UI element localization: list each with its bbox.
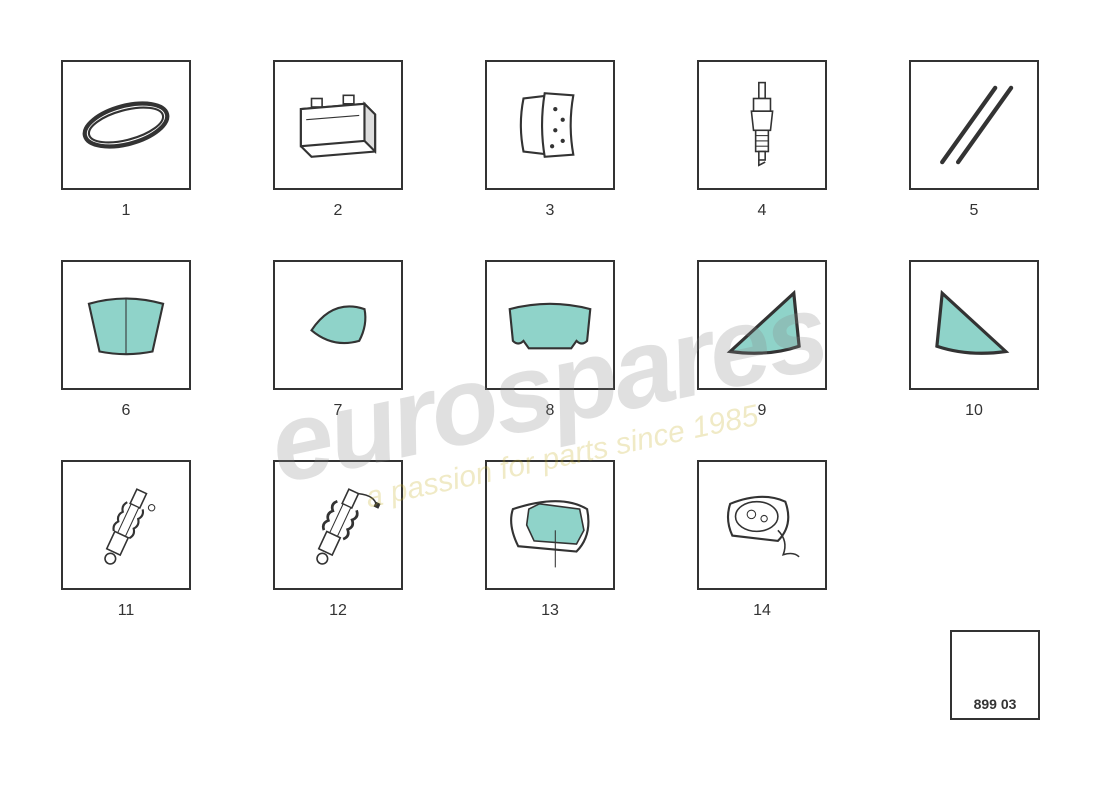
- drive-belt-icon: [73, 72, 179, 178]
- spark-plug-icon: [709, 72, 815, 178]
- part-cell-8: 8: [474, 260, 626, 420]
- part-cell-10: 10: [898, 260, 1050, 420]
- rear-glass-icon: [497, 272, 603, 378]
- door-glass-icon: [285, 272, 391, 378]
- part-wiper-blades: [909, 60, 1039, 190]
- part-quarter-glass-left: [909, 260, 1039, 390]
- part-cell-14: 14: [686, 460, 838, 620]
- part-label: 11: [118, 602, 135, 620]
- side-mirror-icon: [709, 472, 815, 578]
- part-label: 13: [541, 602, 559, 620]
- shock-rear-icon: [285, 472, 391, 578]
- part-cell-11: 11: [50, 460, 202, 620]
- shock-front-icon: [73, 472, 179, 578]
- part-cell-6: 6: [50, 260, 202, 420]
- part-spark-plug: [697, 60, 827, 190]
- part-label: 2: [334, 202, 343, 220]
- windshield-icon: [73, 272, 179, 378]
- part-side-mirror: [697, 460, 827, 590]
- part-label: 9: [758, 402, 767, 420]
- mirror-glass-icon: [497, 472, 603, 578]
- part-label: 12: [329, 602, 347, 620]
- part-door-glass: [273, 260, 403, 390]
- diagram-code: 899 03: [974, 696, 1017, 712]
- parts-grid: 1 2: [50, 60, 1050, 620]
- part-label: 3: [546, 202, 555, 220]
- part-cell-2: 2: [262, 60, 414, 220]
- part-label: 4: [758, 202, 767, 220]
- part-brake-pads: [485, 60, 615, 190]
- part-label: 10: [965, 402, 983, 420]
- wiper-blades-icon: [921, 72, 1027, 178]
- part-label: 1: [122, 202, 131, 220]
- part-windshield: [61, 260, 191, 390]
- part-cell-1: 1: [50, 60, 202, 220]
- part-quarter-glass-right: [697, 260, 827, 390]
- part-label: 14: [753, 602, 771, 620]
- part-cell-12: 12: [262, 460, 414, 620]
- brake-pads-icon: [497, 72, 603, 178]
- quarter-glass-right-icon: [709, 272, 815, 378]
- part-rear-glass: [485, 260, 615, 390]
- part-label: 6: [122, 402, 131, 420]
- part-cell-9: 9: [686, 260, 838, 420]
- diagram-code-box: 899 03: [950, 630, 1040, 720]
- part-mirror-glass: [485, 460, 615, 590]
- part-cell-4: 4: [686, 60, 838, 220]
- quarter-glass-left-icon: [921, 272, 1027, 378]
- parts-diagram: 1 2: [0, 0, 1100, 800]
- part-cell-3: 3: [474, 60, 626, 220]
- part-label: 5: [970, 202, 979, 220]
- part-label: 7: [334, 402, 343, 420]
- part-shock-front: [61, 460, 191, 590]
- part-cell-13: 13: [474, 460, 626, 620]
- part-shock-rear: [273, 460, 403, 590]
- part-label: 8: [546, 402, 555, 420]
- part-cell-7: 7: [262, 260, 414, 420]
- battery-icon: [285, 72, 391, 178]
- part-battery: [273, 60, 403, 190]
- part-cell-5: 5: [898, 60, 1050, 220]
- part-drive-belt: [61, 60, 191, 190]
